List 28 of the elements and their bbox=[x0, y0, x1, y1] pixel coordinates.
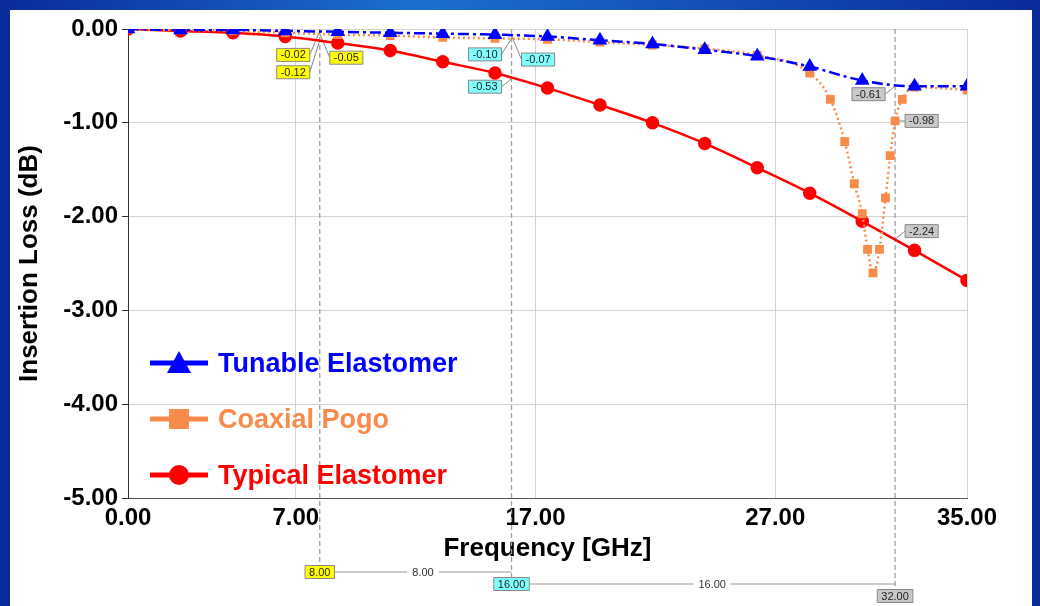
annotation: -0.61 bbox=[856, 87, 882, 100]
y-tick-label: 0.00 bbox=[71, 13, 118, 41]
annotation: -0.05 bbox=[333, 51, 359, 64]
x-axis-title: Frequency [GHz] bbox=[443, 531, 652, 562]
text: 16.00 bbox=[698, 577, 726, 590]
y-axis-title: Insertion Loss (dB) bbox=[12, 145, 43, 382]
x-tick-label: 17.00 bbox=[505, 503, 566, 531]
annotation: -0.98 bbox=[909, 114, 935, 127]
y-tick-label: -2.00 bbox=[63, 201, 118, 229]
ref-line-label: 8.00 bbox=[309, 565, 331, 578]
text: 8.00 bbox=[412, 565, 434, 578]
annotation: -0.10 bbox=[472, 47, 498, 60]
annotation: -0.02 bbox=[280, 48, 306, 61]
annotation: -0.53 bbox=[472, 80, 498, 93]
legend-label: Tunable Elastomer bbox=[218, 347, 458, 379]
legend-label: Coaxial Pogo bbox=[218, 403, 390, 435]
annotation: -0.07 bbox=[525, 53, 551, 66]
y-tick-label: -1.00 bbox=[63, 107, 118, 135]
x-tick-label: 35.00 bbox=[936, 503, 998, 531]
y-tick-label: -4.00 bbox=[63, 388, 118, 416]
x-tick-label: 27.00 bbox=[745, 503, 806, 531]
ref-line-label: 16.00 bbox=[497, 577, 526, 590]
x-tick-label: 7.00 bbox=[272, 503, 320, 531]
ref-line-label: 32.00 bbox=[881, 589, 909, 602]
y-tick-label: -3.00 bbox=[63, 295, 118, 323]
legend-label: Typical Elastomer bbox=[218, 459, 448, 491]
annotation: -2.24 bbox=[909, 224, 935, 237]
annotation: -0.12 bbox=[280, 65, 306, 78]
